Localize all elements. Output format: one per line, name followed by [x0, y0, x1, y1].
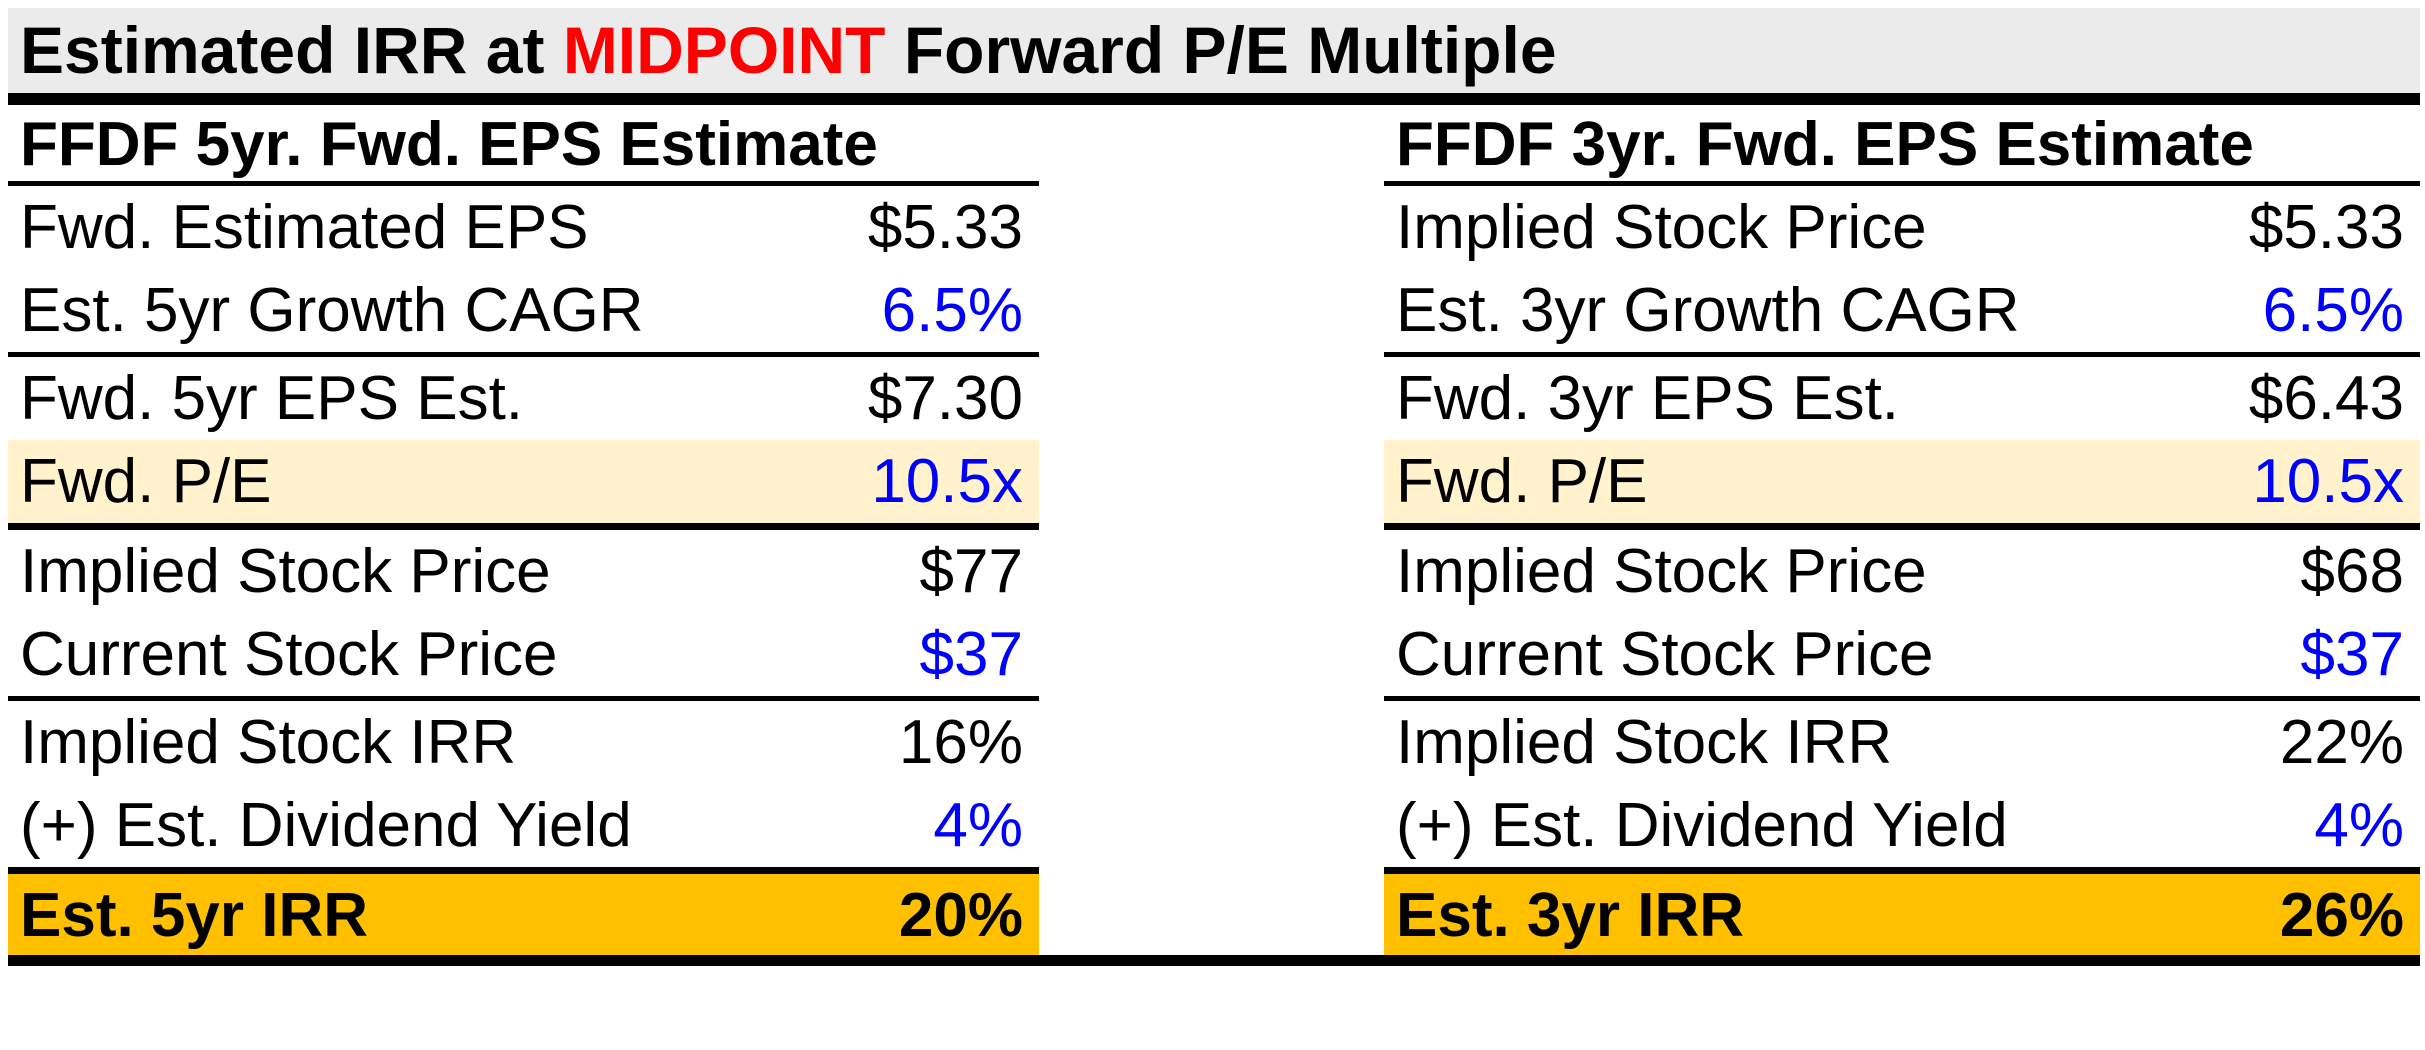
row-label: Implied Stock Price — [20, 537, 551, 606]
table-header: FFDF 5yr. Fwd. EPS Estimate — [8, 105, 1039, 186]
row-value: $6.43 — [2248, 364, 2404, 433]
row-label: Implied Stock Price — [1396, 537, 1927, 606]
row-label: Current Stock Price — [1396, 620, 1934, 689]
row-value: $5.33 — [2248, 193, 2404, 262]
table-row: Current Stock Price $37 — [1384, 613, 2420, 701]
row-value: 22% — [2279, 708, 2404, 777]
table-row: Fwd. P/E 10.5x — [8, 440, 1039, 530]
row-value: $68 — [2300, 537, 2404, 606]
table-row: Implied Stock Price $68 — [1384, 530, 2420, 613]
row-value: 26% — [2279, 881, 2404, 950]
row-label: Fwd. Estimated EPS — [20, 193, 589, 262]
row-value: $5.33 — [867, 193, 1023, 262]
row-label: Fwd. P/E — [20, 447, 272, 516]
row-label: Est. 5yr IRR — [20, 881, 369, 950]
irr-table: FFDF 5yr. Fwd. EPS Estimate Fwd. Estimate… — [8, 105, 1039, 957]
row-label: Fwd. 3yr EPS Est. — [1396, 364, 1900, 433]
row-label: Fwd. 5yr EPS Est. — [20, 364, 524, 433]
row-value: $7.30 — [867, 364, 1023, 433]
row-value: 4% — [933, 791, 1023, 860]
title-text: Forward P/E Multiple — [903, 13, 1557, 87]
table-header: FFDF 3yr. Fwd. EPS Estimate — [1384, 105, 2420, 186]
row-value: $37 — [2300, 620, 2404, 689]
row-label: Implied Stock Price — [1396, 193, 1927, 262]
table-row: (+) Est. Dividend Yield 4% — [8, 784, 1039, 874]
title-text: Estimated IRR at — [20, 13, 545, 87]
table-row: Est. 5yr Growth CAGR 6.5% — [8, 269, 1039, 357]
row-value: 10.5x — [2252, 447, 2404, 516]
row-label: (+) Est. Dividend Yield — [1396, 791, 2008, 860]
row-value: 16% — [898, 708, 1023, 777]
title-bar: Estimated IRR at MIDPOINT Forward P/E Mu… — [8, 8, 2420, 93]
row-label: Current Stock Price — [20, 620, 558, 689]
table-row: Fwd. P/E 10.5x — [1384, 440, 2420, 530]
divider — [8, 955, 2420, 966]
table-row: Implied Stock Price $77 — [8, 530, 1039, 613]
row-label: Est. 3yr IRR — [1396, 881, 1745, 950]
row-value: 4% — [2314, 791, 2404, 860]
row-value: $77 — [919, 537, 1023, 606]
table-row: Fwd. Estimated EPS $5.33 — [8, 186, 1039, 269]
table-row: Current Stock Price $37 — [8, 613, 1039, 701]
row-value: 6.5% — [2262, 276, 2404, 345]
table-row: Fwd. 3yr EPS Est. $6.43 — [1384, 357, 2420, 440]
table-row: Implied Stock IRR 16% — [8, 701, 1039, 784]
row-value: $37 — [919, 620, 1023, 689]
row-label: Est. 5yr Growth CAGR — [20, 276, 644, 345]
table-row: Est. 5yr IRR 20% — [8, 874, 1039, 957]
row-value: 6.5% — [881, 276, 1023, 345]
irr-table: FFDF 3yr. Fwd. EPS Estimate Implied Stock… — [1384, 105, 2420, 957]
row-label: Est. 3yr Growth CAGR — [1396, 276, 2020, 345]
row-label: Implied Stock IRR — [1396, 708, 1893, 777]
table-row: (+) Est. Dividend Yield 4% — [1384, 784, 2420, 874]
table-row: Fwd. 5yr EPS Est. $7.30 — [8, 357, 1039, 440]
table-row: Est. 3yr Growth CAGR 6.5% — [1384, 269, 2420, 357]
title-highlight: MIDPOINT — [562, 13, 886, 87]
row-value: 20% — [898, 881, 1023, 950]
row-label: (+) Est. Dividend Yield — [20, 791, 632, 860]
table-row: Est. 3yr IRR 26% — [1384, 874, 2420, 957]
divider — [8, 93, 2420, 105]
table-row: Implied Stock Price $5.33 — [1384, 186, 2420, 269]
row-value: 10.5x — [871, 447, 1023, 516]
row-label: Implied Stock IRR — [20, 708, 517, 777]
row-label: Fwd. P/E — [1396, 447, 1648, 516]
table-row: Implied Stock IRR 22% — [1384, 701, 2420, 784]
